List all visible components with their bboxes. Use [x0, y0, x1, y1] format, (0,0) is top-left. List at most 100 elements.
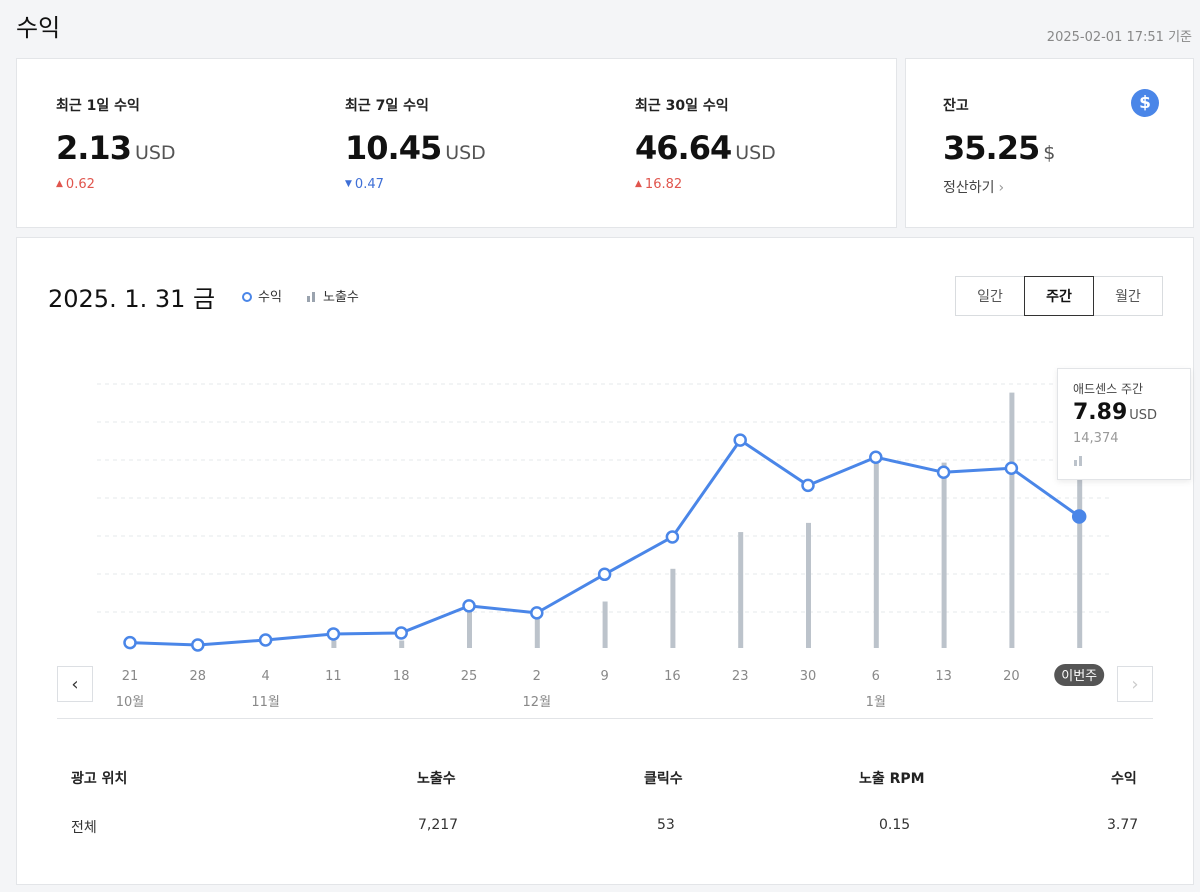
earnings-point — [123, 635, 137, 650]
x-tick-label: 13 — [935, 669, 952, 684]
header-ad-placement: 광고 위치 — [71, 771, 128, 787]
last-updated-timestamp: 2025-02-01 17:51 기준 — [1046, 30, 1192, 45]
tooltip-value: 7.89 USD — [1073, 400, 1158, 425]
earnings-point — [394, 626, 408, 640]
dollar-icon: $ — [1131, 89, 1159, 117]
page-title: 수익 — [16, 14, 61, 42]
header-clicks: 클릭수 — [644, 771, 683, 787]
x-tick-label: 이번주 — [1061, 669, 1097, 684]
x-tick-label: 23 — [732, 669, 749, 684]
earnings-point — [597, 567, 612, 582]
metric-delta: ▲ 0.62 — [56, 177, 95, 192]
metric-value: 46.64 — [635, 129, 732, 167]
metric-delta: ▲ 16.82 — [635, 177, 683, 192]
x-tick-label: 18 — [393, 669, 410, 684]
balance-card: 잔고 $ 35.25 $ 정산하기 › — [905, 58, 1194, 228]
earnings-point — [258, 633, 273, 647]
x-tick-label: 2 — [533, 669, 541, 684]
chevron-left-icon: ‹ — [71, 673, 79, 695]
impressions-bar — [331, 640, 337, 648]
previous-period-button[interactable]: ‹ — [57, 666, 93, 702]
metric-label: 최근 7일 수익 — [345, 98, 429, 114]
x-tick-label: 4 — [261, 669, 269, 684]
impressions-bar — [602, 601, 608, 648]
month-label: 1월 — [866, 695, 886, 710]
x-tick-label: 11 — [325, 669, 342, 684]
bar-chart-icon — [1074, 454, 1086, 466]
tab-monthly[interactable]: 월간 — [1093, 276, 1163, 316]
tab-daily[interactable]: 일간 — [955, 276, 1025, 316]
x-tick-label: 20 — [1003, 669, 1020, 684]
earnings-point — [665, 530, 680, 544]
cell-placement: 전체 — [71, 820, 97, 836]
impressions-bar — [534, 615, 540, 648]
arrow-down-icon: ▼ — [345, 179, 352, 189]
chart-date: 2025. 1. 31 금 — [48, 285, 216, 313]
impressions-bar — [806, 522, 811, 648]
arrow-up-icon: ▲ — [635, 179, 642, 189]
impressions-bar — [1077, 466, 1083, 648]
circle-icon — [242, 292, 252, 302]
metric-label: 최근 30일 수익 — [635, 98, 729, 114]
next-period-button[interactable]: › — [1117, 666, 1153, 702]
chart-tooltip: 애드센스 주간 7.89 USD 14,374 — [1057, 368, 1191, 480]
cell-impressions: 7,217 — [418, 817, 459, 833]
earnings-point — [869, 450, 883, 464]
legend-earnings: 수익 — [242, 286, 282, 305]
x-tick-label: 16 — [664, 669, 681, 684]
earnings-point — [530, 606, 544, 620]
metric-unit: USD — [134, 142, 176, 164]
impressions-bar — [467, 608, 472, 648]
earnings-point — [936, 465, 951, 480]
tab-weekly[interactable]: 주간 — [1024, 276, 1094, 316]
cell-clicks: 53 — [657, 817, 675, 833]
earnings-point — [191, 638, 205, 652]
earnings-point — [326, 627, 341, 641]
x-tick-label: 28 — [190, 669, 207, 684]
earnings-point — [1004, 461, 1019, 476]
x-tick-label: 6 — [872, 669, 880, 684]
month-label: 11월 — [251, 695, 280, 710]
header-impressions: 노출수 — [417, 771, 456, 787]
month-label: 12월 — [523, 695, 552, 710]
impressions-bar — [1009, 392, 1015, 648]
metric-label: 최근 1일 수익 — [56, 98, 140, 114]
earnings-point — [462, 599, 476, 613]
earnings-chart: 21 28 4 11 18 25 2 9 16 23 30 6 13 20 이번주 10월 11월 12월 1월 — [97, 383, 1113, 710]
x-tick-label: 9 — [600, 669, 608, 684]
impressions-bar — [670, 568, 676, 648]
balance-unit: $ — [1043, 142, 1056, 164]
impressions-bar — [399, 640, 405, 648]
x-tick-label: 25 — [461, 669, 478, 684]
balance-label: 잔고 — [943, 98, 969, 114]
period-tabs: 일간 주간 월간 — [955, 276, 1163, 316]
metric-unit: USD — [735, 142, 776, 164]
x-tick-label: 30 — [800, 669, 817, 684]
chevron-right-icon: › — [998, 180, 1005, 196]
metric-unit: USD — [445, 142, 486, 164]
x-tick-label: 21 — [122, 669, 139, 684]
cell-rpm: 0.15 — [879, 817, 911, 833]
earnings-point-current — [1071, 509, 1087, 524]
balance-value: 35.25 — [943, 129, 1040, 167]
chevron-right-icon: › — [1131, 673, 1139, 695]
divider — [57, 718, 1153, 719]
metric-value: 10.45 — [345, 129, 442, 167]
metric-value: 2.13 — [56, 129, 132, 167]
earnings-point — [733, 433, 747, 447]
month-label: 10월 — [116, 695, 145, 710]
earnings-point — [801, 478, 815, 493]
impressions-bar — [873, 463, 879, 648]
settle-link[interactable]: 정산하기 › — [943, 180, 1005, 196]
tooltip-title: 애드센스 주간 — [1073, 382, 1144, 396]
metric-delta: ▼ 0.47 — [345, 177, 384, 192]
earnings-summary-card: 최근 1일 수익 2.13 USD ▲ 0.62 최근 7일 수익 10.45 USD… — [16, 58, 897, 228]
impressions-bar — [941, 462, 947, 648]
tooltip-impressions: 14,374 — [1073, 431, 1119, 446]
header-rpm: 노출 RPM — [859, 771, 925, 787]
impressions-bar — [738, 532, 744, 648]
bar-chart-icon — [307, 292, 317, 302]
header-earnings: 수익 — [1111, 771, 1137, 787]
legend-impressions: 노출수 — [307, 286, 359, 305]
cell-earnings: 3.77 — [1107, 817, 1139, 833]
